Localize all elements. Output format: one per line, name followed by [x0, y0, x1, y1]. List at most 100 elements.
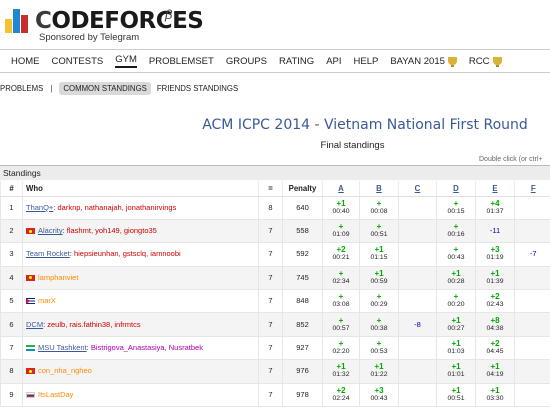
accepted-time: 04:19 [486, 371, 504, 379]
problem-result-cell[interactable]: +1 00:27 [436, 312, 476, 337]
problem-result-cell[interactable]: +4 01:37 [475, 196, 515, 220]
team-members[interactable]: zeulb, rais.fathin38, infrmtcs [47, 319, 141, 329]
team-name-link[interactable]: DCM [26, 319, 44, 329]
team-members[interactable]: con_nha_ngheo [38, 366, 92, 376]
problem-result-cell [514, 359, 550, 384]
team-members[interactable]: hiepsieunhan, gstsclq, iamnoobi [73, 249, 181, 259]
problem-d-header[interactable]: D [436, 181, 476, 197]
problem-result-cell[interactable]: +2 02:43 [475, 289, 515, 314]
accepted-time: 04:45 [486, 348, 504, 356]
accepted-mark: +1 [374, 268, 384, 278]
accepted-mark: + [376, 292, 382, 302]
accepted-mark: +2 [336, 385, 346, 395]
problem-b-header[interactable]: B [359, 181, 399, 197]
menu-item-home[interactable]: HOME [11, 56, 40, 67]
problem-result-cell[interactable]: +1 01:22 [359, 359, 399, 384]
problem-c-header[interactable]: C [398, 181, 437, 197]
team-separator: : [53, 202, 58, 212]
accepted-mark: + [453, 198, 459, 208]
accepted-time: 04:38 [486, 324, 504, 332]
menu-item-rcc[interactable]: RCC [469, 56, 502, 67]
problem-result-cell[interactable]: +2 02:24 [322, 383, 360, 408]
menu-item-api[interactable]: API [326, 56, 341, 67]
problem-result-cell[interactable]: +3 01:19 [475, 242, 515, 267]
team-members[interactable]: Bistrigova_Anastasiya, Nusratbek [90, 343, 203, 353]
problem-result-cell[interactable]: +00:16 [436, 219, 476, 244]
rank-cell: 1 [0, 196, 23, 220]
team-name-link[interactable]: MSU Tashkent [38, 343, 87, 353]
accepted-time: 01:03 [447, 348, 465, 356]
problem-result-cell[interactable]: +00:29 [359, 289, 399, 314]
menu-item-label: CONTESTS [51, 55, 104, 67]
team-members[interactable]: flashmt, yoh149, giongto35 [66, 226, 157, 236]
problem-result-cell[interactable]: +1 03:30 [475, 383, 515, 408]
problem-result-cell[interactable]: +00:15 [436, 196, 476, 220]
problems-link[interactable]: PROBLEMS [0, 83, 44, 93]
problem-result-cell[interactable]: +00:38 [359, 312, 399, 337]
problem-result-cell[interactable]: -8 [398, 312, 437, 337]
problem-result-cell[interactable]: +3 00:43 [359, 383, 399, 408]
team-members[interactable]: ItsLastDay [38, 389, 74, 399]
menu-item-contests[interactable]: CONTESTS [52, 56, 104, 67]
problem-result-cell[interactable]: +1 00:59 [359, 266, 399, 291]
problem-result-cell[interactable]: +1 01:15 [359, 242, 399, 267]
menu-item-bayan-2015[interactable]: BAYAN 2015 [390, 56, 457, 67]
problem-result-cell[interactable]: -7 [514, 242, 550, 267]
problem-result-cell[interactable]: +02:20 [322, 336, 360, 361]
menu-item-label: GROUPS [225, 55, 267, 67]
problem-result-cell[interactable]: +2 04:45 [475, 336, 515, 361]
common-standings-link[interactable]: COMMON STANDINGS [59, 81, 151, 95]
problem-result-cell[interactable]: +1 01:39 [475, 266, 515, 291]
accepted-mark: +1 [451, 339, 461, 349]
problem-result-cell[interactable]: +1 00:40 [322, 196, 360, 220]
problem-result-cell[interactable]: +1 00:51 [436, 383, 476, 408]
problem-result-cell[interactable]: +1 01:03 [436, 336, 476, 361]
table-row: 8 con_nha_ngheo 7 976 +1 01:32 +1 01:22 +1 01:01 +… [0, 359, 550, 384]
accepted-time: 00:51 [447, 394, 465, 402]
accepted-mark: + [338, 268, 344, 278]
team-members[interactable]: marX [38, 296, 56, 306]
accepted-time: 00:38 [370, 324, 388, 332]
problem-result-cell[interactable]: +00:51 [359, 219, 399, 244]
problem-result-cell[interactable]: +03:08 [322, 289, 360, 314]
problem-result-cell[interactable]: +01:09 [322, 219, 360, 244]
problem-result-cell[interactable]: +00:08 [359, 196, 399, 220]
problem-result-cell[interactable]: +1 04:19 [475, 359, 515, 384]
problem-result-cell[interactable]: +00:43 [436, 242, 476, 267]
problem-result-cell[interactable]: +1 00:28 [436, 266, 476, 291]
problem-e-header[interactable]: E [475, 181, 515, 197]
accepted-time: 01:39 [486, 277, 504, 285]
problem-result-cell[interactable]: +1 01:32 [322, 359, 360, 384]
menu-item-label: RATING [279, 55, 315, 67]
problem-result-cell[interactable]: +1 01:01 [436, 359, 476, 384]
problem-result-cell [514, 336, 550, 361]
team-members[interactable]: lamphanviet [38, 272, 79, 282]
problem-result-cell[interactable]: -11 [475, 219, 515, 244]
problem-a-header[interactable]: A [322, 181, 360, 197]
team-name-link[interactable]: Alacrity [38, 226, 63, 236]
contest-title: ACM ICPC 2014 - Vietnam National First R… [202, 117, 528, 133]
team-members[interactable]: darknp, nathanajah, jonathanirvings [57, 202, 177, 212]
menu-item-rating[interactable]: RATING [279, 56, 314, 67]
menu-item-help[interactable]: HELP [354, 56, 379, 67]
team-name-link[interactable]: Team Rocket [26, 249, 70, 259]
team-separator: : [86, 343, 91, 353]
problem-f-header[interactable]: F [514, 181, 550, 197]
problem-result-cell[interactable]: +02:34 [322, 266, 360, 291]
problem-result-cell [398, 266, 437, 291]
problem-result-cell[interactable]: +8 04:38 [475, 312, 515, 337]
problem-result-cell[interactable]: +00:53 [359, 336, 399, 361]
menu-item-groups[interactable]: GROUPS [226, 56, 267, 67]
party-cell: DCM: zeulb, rais.fathin38, infrmtcs [22, 312, 259, 337]
menu-item-problemset[interactable]: PROBLEMSET [149, 56, 214, 67]
site-header: CODEFORCES β Sponsored by Telegram [0, 0, 550, 46]
menu-item-gym[interactable]: GYM [115, 54, 137, 68]
team-name-link[interactable]: ThanQ+ [26, 202, 54, 212]
friends-standings-link[interactable]: FRIENDS STANDINGS [156, 83, 239, 93]
problem-result-cell[interactable]: +00:57 [322, 312, 360, 337]
problem-result-cell[interactable]: +00:20 [436, 289, 476, 314]
problem-result-cell[interactable]: +2 00:21 [322, 242, 360, 267]
codeforces-logo[interactable]: CODEFORCES β Sponsored by Telegram [5, 7, 204, 43]
accepted-mark: + [453, 292, 459, 302]
penalty-cell: 745 [282, 266, 323, 291]
